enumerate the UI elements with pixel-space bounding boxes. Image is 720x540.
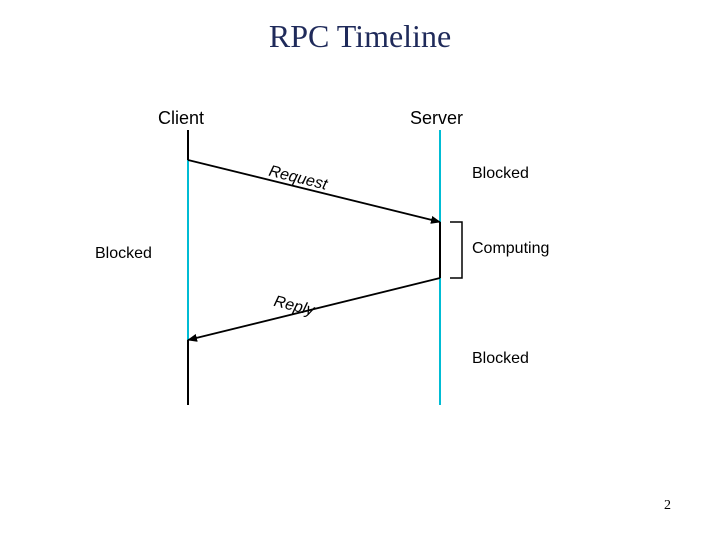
blocked-server-label-1: Blocked	[472, 165, 529, 183]
client-label: Client	[158, 108, 204, 129]
blocked-client-label: Blocked	[95, 245, 152, 263]
server-label: Server	[410, 108, 463, 129]
blocked-server-label-2: Blocked	[472, 350, 529, 368]
computing-label: Computing	[472, 240, 549, 258]
rpc-timeline-diagram	[0, 0, 720, 540]
page-number: 2	[664, 498, 671, 514]
